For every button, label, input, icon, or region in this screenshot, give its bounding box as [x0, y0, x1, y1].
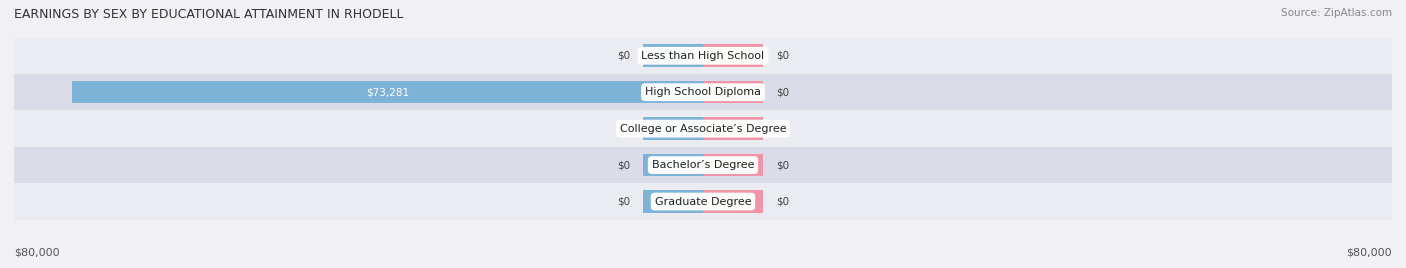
Bar [14, 183, 1392, 220]
Bar [643, 117, 703, 140]
Bar [14, 38, 1392, 74]
Bar [643, 190, 703, 213]
Text: $0: $0 [776, 87, 789, 97]
Bar [14, 147, 1392, 183]
Text: $80,000: $80,000 [14, 247, 59, 257]
Bar [72, 81, 703, 103]
Bar [703, 190, 763, 213]
Text: Less than High School: Less than High School [641, 51, 765, 61]
Text: $0: $0 [776, 51, 789, 61]
Text: Source: ZipAtlas.com: Source: ZipAtlas.com [1281, 8, 1392, 18]
Text: $0: $0 [776, 160, 789, 170]
Text: $0: $0 [776, 196, 789, 207]
Text: $0: $0 [617, 51, 630, 61]
Bar [14, 110, 1392, 147]
Text: College or Associate’s Degree: College or Associate’s Degree [620, 124, 786, 134]
Bar [14, 74, 1392, 110]
Bar [643, 44, 703, 67]
Text: Bachelor’s Degree: Bachelor’s Degree [652, 160, 754, 170]
Text: $0: $0 [617, 196, 630, 207]
Text: EARNINGS BY SEX BY EDUCATIONAL ATTAINMENT IN RHODELL: EARNINGS BY SEX BY EDUCATIONAL ATTAINMEN… [14, 8, 404, 21]
Text: $0: $0 [617, 160, 630, 170]
Text: $73,281: $73,281 [366, 87, 409, 97]
Text: $0: $0 [617, 124, 630, 134]
Bar [703, 154, 763, 176]
Bar [643, 154, 703, 176]
Text: $80,000: $80,000 [1347, 247, 1392, 257]
Bar [703, 81, 763, 103]
Text: High School Diploma: High School Diploma [645, 87, 761, 97]
Bar [703, 44, 763, 67]
Text: $0: $0 [776, 124, 789, 134]
Text: Graduate Degree: Graduate Degree [655, 196, 751, 207]
Bar [703, 117, 763, 140]
